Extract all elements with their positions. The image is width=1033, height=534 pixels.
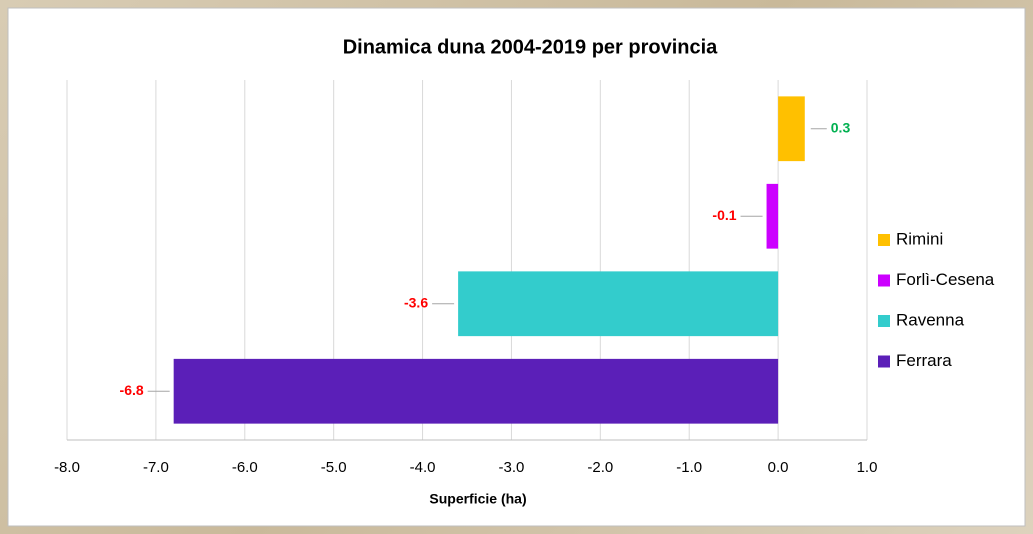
x-tick-label: -1.0 [676, 459, 702, 476]
data-label: -6.8 [120, 382, 144, 398]
chart-frame [7, 7, 1026, 527]
chart-title: Dinamica duna 2004-2019 per provincia [343, 36, 718, 58]
x-tick-label: -2.0 [587, 459, 613, 476]
bar [778, 96, 805, 162]
x-axis-title: Superficie (ha) [429, 491, 526, 507]
bar [458, 271, 779, 337]
data-label: 0.3 [831, 119, 851, 135]
legend-label: Ferrara [896, 351, 952, 370]
legend-swatch [878, 315, 890, 327]
legend-label: Forlì-Cesena [896, 270, 995, 289]
legend-swatch [878, 355, 890, 368]
legend-swatch [878, 274, 890, 287]
legend-swatch [878, 234, 890, 246]
x-tick-label: -3.0 [499, 459, 525, 476]
data-label: -3.6 [404, 294, 428, 310]
x-tick-label: -5.0 [321, 459, 347, 476]
legend-label: Ravenna [896, 310, 965, 329]
x-tick-label: -7.0 [143, 459, 169, 476]
data-label: -0.1 [712, 207, 736, 223]
x-tick-label: 1.0 [857, 459, 878, 476]
x-tick-label: -4.0 [410, 459, 436, 476]
bar [766, 183, 779, 249]
legend-label: Rimini [896, 229, 943, 248]
x-tick-label: 0.0 [768, 459, 789, 476]
x-tick-label: -8.0 [54, 459, 80, 476]
bar [173, 358, 779, 424]
x-tick-label: -6.0 [232, 459, 258, 476]
